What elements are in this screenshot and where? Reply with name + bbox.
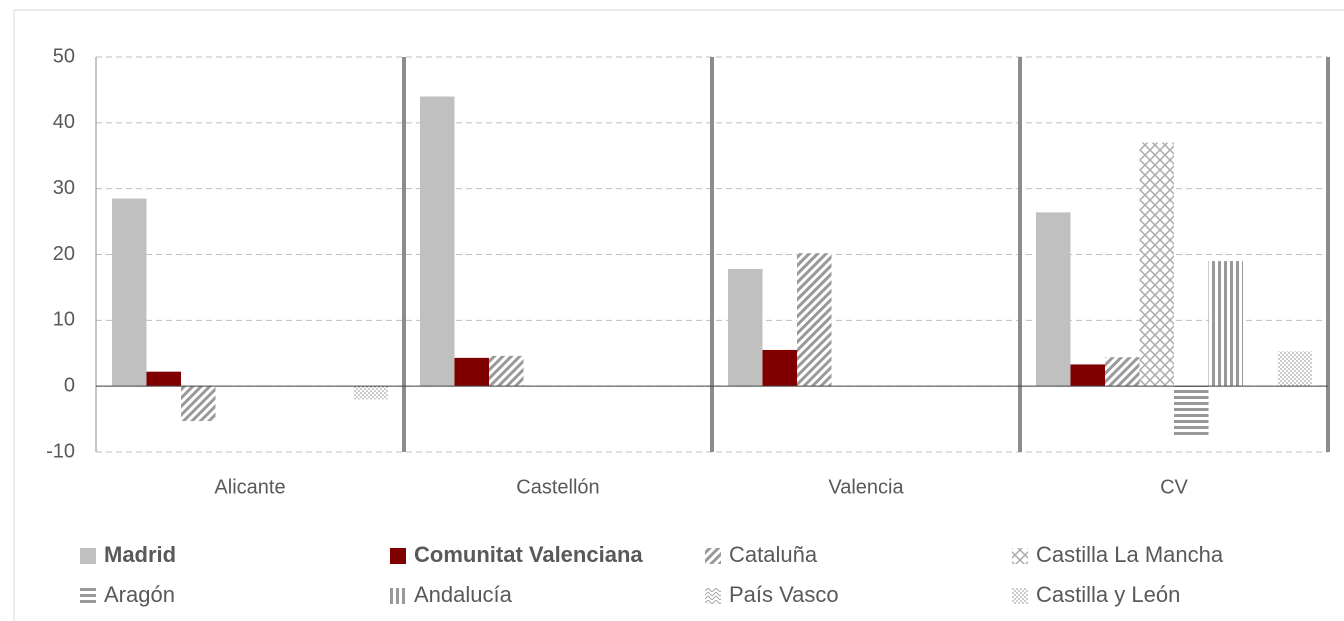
bar: [797, 253, 832, 387]
bar: [1139, 142, 1174, 387]
legend-label: Aragón: [104, 582, 175, 607]
bar: [489, 355, 524, 387]
legend-swatch: [705, 548, 721, 564]
y-tick-label: 20: [53, 243, 75, 265]
legend-swatch: [80, 548, 96, 564]
bar: [454, 357, 489, 387]
x-tick-label: CV: [1160, 476, 1188, 498]
bar: [112, 198, 147, 387]
bar: [1105, 357, 1140, 387]
y-tick-label: 50: [53, 45, 75, 67]
bar: [1208, 261, 1243, 387]
bar: [1277, 351, 1312, 387]
bar: [181, 386, 216, 422]
x-tick-label: Castellón: [516, 476, 599, 498]
bar: [1036, 212, 1071, 387]
y-tick-label: 40: [53, 111, 75, 133]
bar: [1070, 364, 1105, 387]
bar: [728, 268, 763, 387]
chart-border: [13, 9, 1344, 621]
legend-label: Andalucía: [414, 582, 513, 607]
y-tick-label: -10: [46, 440, 75, 462]
legend-label: Castilla y León: [1036, 582, 1180, 607]
x-tick-label: Valencia: [828, 476, 904, 498]
legend-swatch: [390, 588, 406, 604]
legend-swatch: [390, 548, 406, 564]
bar: [1174, 386, 1209, 436]
y-tick-label: 10: [53, 309, 75, 331]
legend-swatch: [1012, 548, 1028, 564]
bar: [146, 371, 181, 387]
x-tick-label: Alicante: [214, 476, 285, 498]
legend-swatch: [705, 588, 721, 604]
y-tick-label: 0: [64, 374, 75, 396]
legend-label: Madrid: [104, 542, 176, 567]
y-tick-label: 30: [53, 177, 75, 199]
legend-label: Cataluña: [729, 542, 818, 567]
bar: [420, 96, 455, 387]
bar: [762, 349, 797, 387]
legend-label: Comunitat Valenciana: [414, 542, 643, 567]
bar: [353, 386, 388, 400]
legend-label: Castilla La Mancha: [1036, 542, 1224, 567]
legend-swatch: [80, 588, 96, 604]
legend-swatch: [1012, 588, 1028, 604]
legend-label: País Vasco: [729, 582, 839, 607]
